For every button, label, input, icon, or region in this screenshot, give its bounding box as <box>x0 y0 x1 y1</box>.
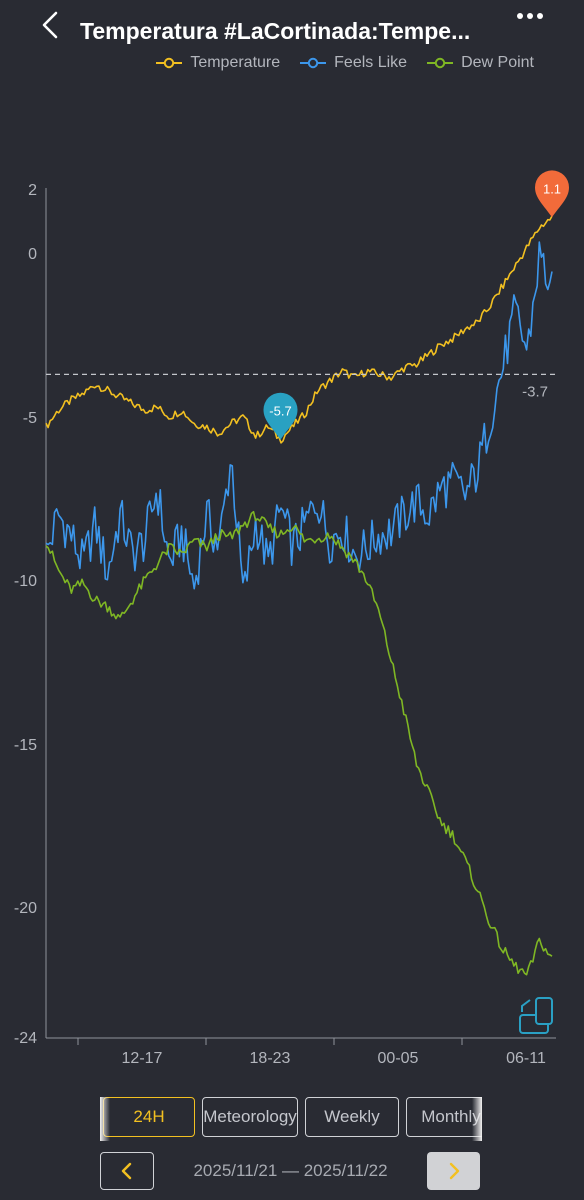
tab-weekly[interactable]: Weekly <box>305 1097 399 1137</box>
y-tick-label-0: 0 <box>28 246 37 263</box>
legend-swatch-temperature <box>156 57 183 69</box>
x-tick-label-06-11: 06-11 <box>506 1050 546 1067</box>
tab-scroll-fade-left <box>100 1097 110 1141</box>
date-navigation: 2025/11/21 — 2025/11/22 <box>100 1152 480 1192</box>
legend-label-feels-like: Feels Like <box>334 54 408 71</box>
max-value-marker[interactable]: 1.1 <box>535 170 569 218</box>
average-reference-label: -3.7 <box>522 383 548 400</box>
series-line-dew-point <box>45 510 553 976</box>
legend-label-dew-point: Dew Point <box>461 54 534 71</box>
y-tick-label-minus-10: -10 <box>14 573 37 590</box>
chart-legend: Temperature Feels Like Dew Point <box>156 54 534 72</box>
legend-swatch-dew-point <box>427 57 454 69</box>
min-marker-pin <box>263 392 298 440</box>
legend-item-feels-like[interactable]: Feels Like <box>300 54 407 72</box>
x-tick-label-00-05: 00-05 <box>378 1050 419 1067</box>
tab-24h[interactable]: 24H <box>103 1097 195 1137</box>
series-line-feels-like <box>45 241 553 590</box>
rotate-fullscreen-icon[interactable] <box>519 997 553 1034</box>
y-tick-label-minus-24: -24 <box>14 1030 37 1047</box>
page-title: Temperatura #LaCortinada:Tempe... <box>80 18 471 44</box>
max-marker-label: 1.1 <box>543 181 561 196</box>
y-tick-label-minus-20: -20 <box>14 900 37 917</box>
x-tick-label-12-17: 12-17 <box>122 1050 163 1067</box>
previous-period-button[interactable] <box>100 1152 154 1190</box>
date-range-label: 2025/11/21 — 2025/11/22 <box>193 1161 388 1180</box>
series-line-temperature <box>45 215 553 444</box>
min-marker-label: -5.7 <box>269 404 291 419</box>
range-tab-bar: 24H Meteorology Weekly Monthly <box>100 1097 482 1141</box>
max-marker-pin <box>535 170 569 218</box>
legend-label-temperature: Temperature <box>190 54 281 71</box>
next-period-button[interactable] <box>427 1152 480 1190</box>
line-chart[interactable]: 2 0 -5 -10 -15 -20 -24 12-17 18-23 00-05… <box>0 150 584 1080</box>
back-arrow-icon[interactable] <box>36 10 66 40</box>
min-value-marker[interactable]: -5.7 <box>263 392 298 440</box>
tab-monthly[interactable]: Monthly <box>406 1097 482 1137</box>
chevron-right-icon <box>449 1162 459 1180</box>
legend-swatch-feels-like <box>300 57 327 69</box>
tab-scroll-fade-right <box>472 1097 482 1141</box>
app-header: Temperatura #LaCortinada:Tempe... <box>0 0 584 56</box>
y-tick-label-minus-15: -15 <box>14 737 37 754</box>
chevron-left-icon <box>121 1162 132 1180</box>
y-tick-label-2: 2 <box>28 182 37 199</box>
more-options-icon[interactable] <box>512 10 548 26</box>
x-tick-label-18-23: 18-23 <box>250 1050 291 1067</box>
legend-item-dew-point[interactable]: Dew Point <box>427 54 534 72</box>
tab-meteorology[interactable]: Meteorology <box>202 1097 298 1137</box>
legend-item-temperature[interactable]: Temperature <box>156 54 280 72</box>
y-tick-label-minus-5: -5 <box>23 410 37 427</box>
